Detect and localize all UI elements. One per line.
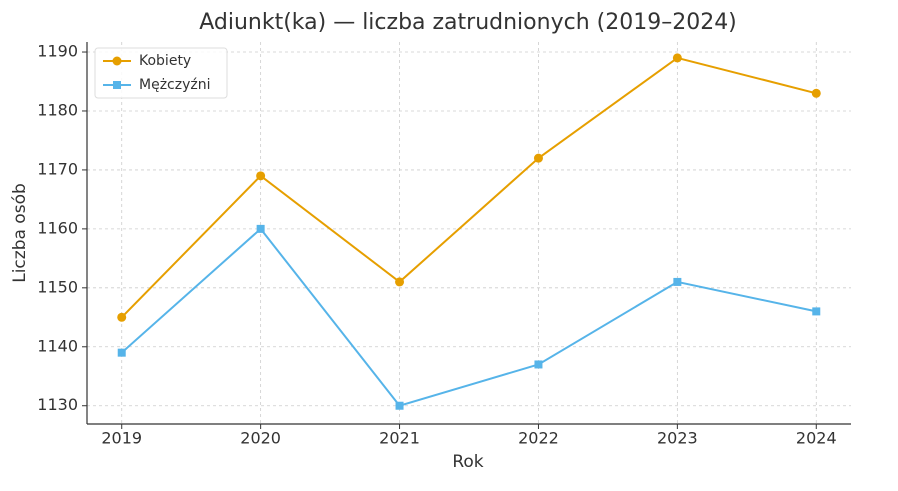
x-tick-label: 2022: [518, 429, 559, 448]
y-tick-label: 1160: [37, 218, 78, 237]
marker: [117, 348, 126, 357]
marker: [117, 312, 127, 322]
legend-label: Kobiety: [139, 53, 191, 69]
marker: [395, 277, 405, 287]
x-tick-label: 2019: [101, 429, 142, 448]
series-line: [121, 227, 817, 407]
marker: [256, 224, 265, 233]
marker: [395, 401, 404, 410]
y-tick-label: 1140: [37, 336, 78, 355]
marker: [533, 153, 543, 163]
x-tick-label: 2021: [379, 429, 420, 448]
marker: [113, 81, 121, 89]
x-tick-label: 2020: [240, 429, 281, 448]
y-axis-label: Liczba osób: [10, 183, 30, 283]
y-tick-label: 1150: [37, 277, 78, 296]
marker: [811, 88, 821, 98]
marker: [812, 307, 821, 316]
y-tick-label: 1180: [37, 100, 78, 119]
marker: [112, 56, 122, 66]
marker: [256, 171, 266, 181]
marker: [534, 360, 543, 369]
y-tick-label: 1190: [37, 42, 78, 61]
x-tick-label: 2023: [657, 429, 698, 448]
x-axis-label: Rok: [452, 452, 483, 472]
y-tick-label: 1170: [37, 159, 78, 178]
legend-label: Mężczyźni: [139, 77, 210, 93]
chart-title: Adiunkt(ka) — liczba zatrudnionych (2019…: [199, 10, 737, 35]
x-tick-label: 2024: [796, 429, 837, 448]
y-tick-label: 1130: [37, 395, 78, 414]
marker: [673, 277, 682, 286]
marker: [672, 53, 682, 63]
series-line: [121, 56, 817, 318]
